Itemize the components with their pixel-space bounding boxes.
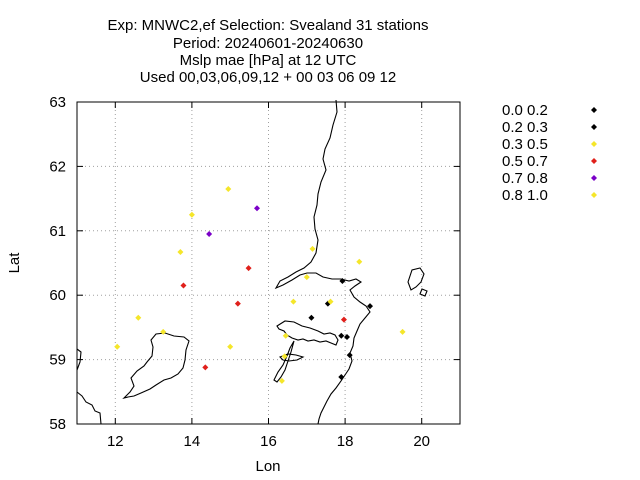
y-tick-label: 60: [49, 287, 66, 304]
legend-label: 0.0 0.2: [502, 102, 548, 119]
x-tick-label: 16: [260, 433, 277, 450]
station-point: [303, 274, 310, 281]
y-tick-label: 58: [49, 416, 66, 433]
station-point: [254, 205, 261, 212]
station-point: [234, 300, 241, 307]
station-point: [290, 298, 297, 305]
station-point: [308, 314, 315, 321]
grid-lines: [77, 102, 460, 424]
legend-label: 0.5 0.7: [502, 153, 548, 170]
chart-title: Exp: MNWC2,ef Selection: Svealand 31 sta…: [108, 17, 429, 86]
legend-marker: [591, 141, 597, 147]
legend-marker: [591, 124, 597, 130]
station-point: [327, 298, 334, 305]
x-tick-label: 20: [413, 433, 430, 450]
station-point: [180, 282, 187, 289]
x-tick-label: 14: [184, 433, 201, 450]
y-tick-label: 63: [49, 94, 66, 111]
station-point: [225, 185, 232, 192]
title-line-1: Exp: MNWC2,ef Selection: Svealand 31 sta…: [108, 17, 429, 34]
y-tick-label: 61: [49, 223, 66, 240]
legend-label: 0.7 0.8: [502, 170, 548, 187]
y-tick-label: 62: [49, 158, 66, 175]
legend-label: 0.3 0.5: [502, 136, 548, 153]
station-point: [338, 332, 345, 339]
station-point: [339, 278, 346, 285]
y-tick-label: 59: [49, 352, 66, 369]
station-point: [202, 364, 209, 371]
station-point: [344, 334, 351, 341]
station-point: [177, 249, 184, 256]
legend: 0.0 0.20.2 0.30.3 0.50.5 0.70.7 0.80.8 1…: [502, 102, 597, 204]
legend-marker: [591, 158, 597, 164]
station-point: [356, 258, 363, 265]
y-axis-label: Lat: [6, 252, 23, 274]
title-line-2: Period: 20240601-20240630: [173, 35, 363, 52]
legend-marker: [591, 175, 597, 181]
station-points: [114, 185, 406, 384]
station-point: [227, 343, 234, 350]
station-point: [160, 328, 167, 335]
station-point: [338, 373, 345, 380]
station-point: [135, 314, 142, 321]
legend-label: 0.2 0.3: [502, 119, 548, 136]
legend-marker: [591, 107, 597, 113]
x-tick-label: 12: [107, 433, 124, 450]
station-point: [366, 303, 373, 310]
legend-marker: [591, 192, 597, 198]
y-axis-ticks: 58 59 60 61 62 63: [49, 94, 460, 433]
title-line-4: Used 00,03,06,09,12 + 00 03 06 09 12: [140, 69, 396, 86]
station-point: [340, 316, 347, 323]
x-axis-label: Lon: [255, 458, 280, 475]
station-point: [278, 377, 285, 384]
title-line-3: Mslp mae [hPa] at 12 UTC: [180, 52, 357, 69]
station-point: [206, 231, 213, 238]
station-point: [399, 328, 406, 335]
station-point: [281, 353, 288, 360]
x-axis-ticks: 12 14 16 18 20: [107, 102, 430, 450]
station-point: [309, 245, 316, 252]
station-point: [346, 352, 353, 359]
station-point: [245, 265, 252, 272]
station-point: [282, 332, 289, 339]
x-tick-label: 18: [337, 433, 354, 450]
legend-label: 0.8 1.0: [502, 187, 548, 204]
station-point: [114, 343, 121, 350]
coastline: [76, 99, 428, 425]
station-point: [188, 211, 195, 218]
